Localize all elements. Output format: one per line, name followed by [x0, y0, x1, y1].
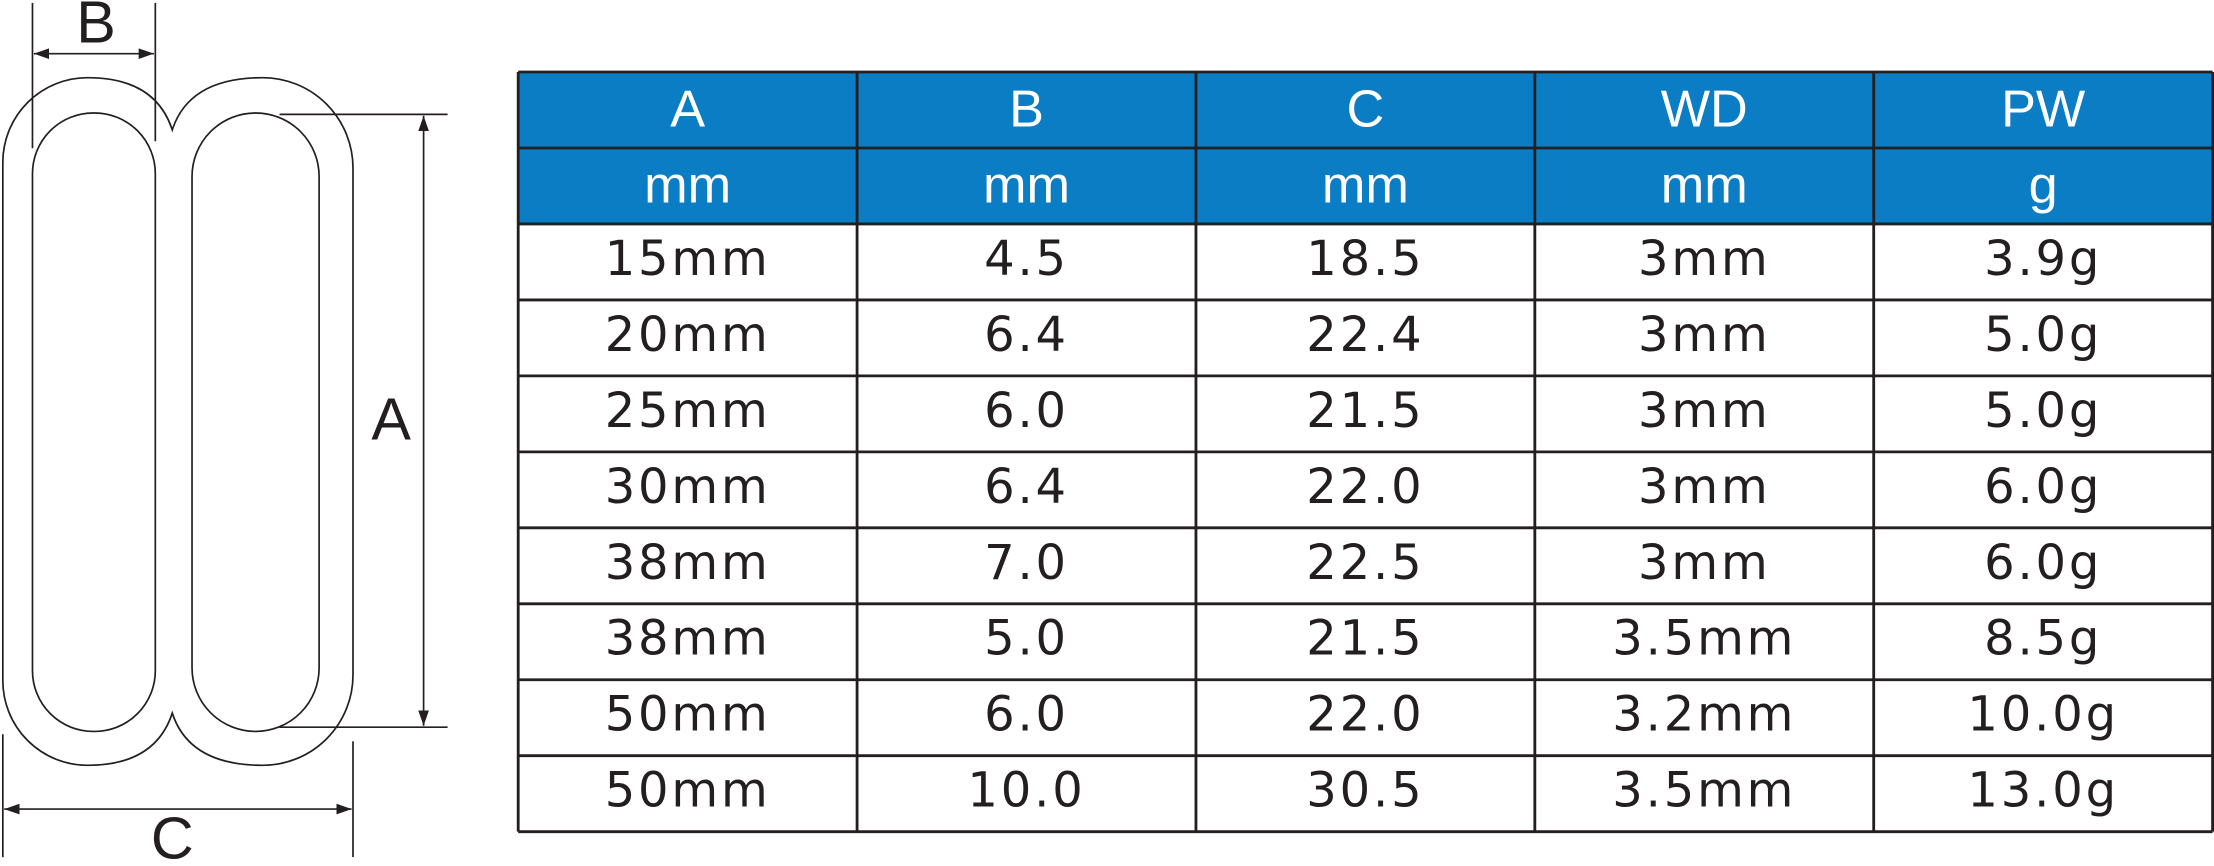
header-cell: g: [2029, 157, 2058, 215]
label-b: B: [76, 0, 116, 56]
table-cell: 3.9g: [1984, 231, 2102, 287]
table-cell: 3.5mm: [1612, 763, 1796, 819]
table-cell: 38mm: [605, 535, 771, 591]
table-cell: 6.0: [984, 383, 1069, 439]
table-cell: 21.5: [1306, 611, 1424, 667]
table-cell: 10.0g: [1967, 687, 2118, 743]
header-cell: B: [1009, 81, 1044, 139]
table-cell: 7.0: [984, 535, 1069, 591]
right-slot: [191, 112, 320, 733]
table-cell: 5.0g: [1984, 307, 2102, 363]
table-cell: 10.0: [967, 763, 1085, 819]
label-c: C: [151, 805, 194, 866]
table-cell: 21.5: [1306, 383, 1424, 439]
table-cell: 6.0g: [1984, 535, 2102, 591]
header-cell: mm: [644, 157, 731, 215]
table-cell: 6.4: [984, 307, 1069, 363]
table-cell: 3.5mm: [1612, 611, 1796, 667]
header-cell: PW: [2001, 81, 2086, 139]
table-cell: 3mm: [1638, 459, 1771, 515]
header-cell: mm: [1322, 157, 1409, 215]
table-cell: 3mm: [1638, 383, 1771, 439]
table-cell: 38mm: [605, 611, 771, 667]
table-cell: 6.0: [984, 687, 1069, 743]
table-cell: 22.0: [1306, 459, 1424, 515]
table-cell: 8.5g: [1984, 611, 2102, 667]
table-cell: 18.5: [1306, 231, 1424, 287]
header-cell: WD: [1661, 81, 1748, 139]
table-cell: 30mm: [605, 459, 771, 515]
table-cell: 3mm: [1638, 307, 1771, 363]
table-cell: 30.5: [1306, 763, 1424, 819]
table-cell: 22.5: [1306, 535, 1424, 591]
table-cell: 22.4: [1306, 307, 1424, 363]
table-cell: 3mm: [1638, 535, 1771, 591]
table-cell: 3.2mm: [1612, 687, 1796, 743]
table-cell: 13.0g: [1967, 763, 2118, 819]
table-cell: 20mm: [605, 307, 771, 363]
table-cell: 50mm: [605, 687, 771, 743]
table-cell: 4.5: [984, 231, 1069, 287]
table-cell: 5.0g: [1984, 383, 2102, 439]
header-cell: A: [670, 81, 705, 139]
table-cell: 22.0: [1306, 687, 1424, 743]
spec-table: A B C WD PW mm mm mm mm g 15mm 4.5 18.5 3mm 3.9g 20mm 6.…: [516, 70, 2214, 834]
table-cell: 5.0: [984, 611, 1069, 667]
header-cell: C: [1347, 81, 1385, 139]
left-slot: [31, 112, 157, 733]
table-cell: 6.0g: [1984, 459, 2102, 515]
table-cell: 25mm: [605, 383, 771, 439]
header-cell: mm: [1661, 157, 1748, 215]
table-cell: 15mm: [605, 231, 771, 287]
table-cell: 6.4: [984, 459, 1069, 515]
buckle-drawing: B A C: [1, 0, 448, 866]
header-cell: mm: [983, 157, 1070, 215]
label-a: A: [371, 385, 411, 452]
buckle-outline: [1, 76, 354, 767]
table-cell: 50mm: [605, 763, 771, 819]
table-cell: 3mm: [1638, 231, 1771, 287]
